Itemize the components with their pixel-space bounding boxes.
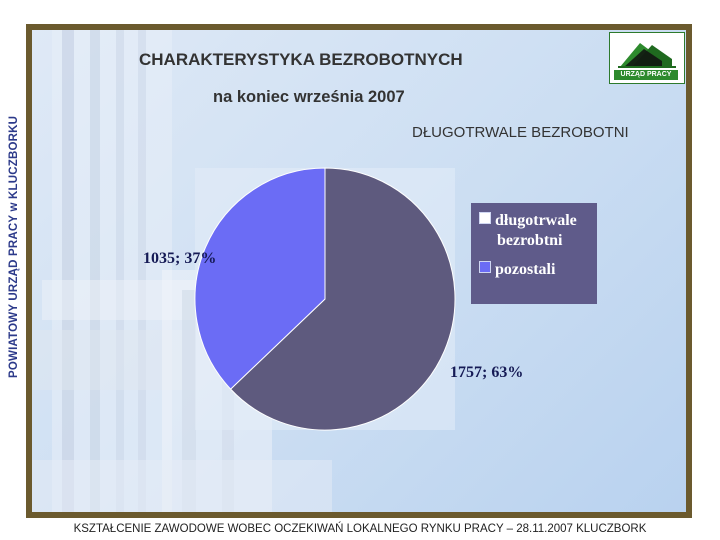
footer-text: KSZTAŁCENIE ZAWODOWE WOBEC OCZEKIWAŃ LOK… [73,523,647,535]
legend-item-dlugotrwale: długotrwale bezrobtni [479,211,577,251]
chart-legend: długotrwale bezrobtni pozostali [471,203,597,304]
legend-label-dlugotrwale-line1: długotrwale [495,212,577,229]
legend-swatch-pozostali [479,261,491,273]
data-label-dlugotrwale: 1757; 63% [450,364,524,381]
logo-text: URZĄD PRACY [614,70,678,80]
chart-title: CHARAKTERYSTYKA BEZROBOTNYCH [139,50,463,69]
pie-slice-pozostali [194,167,326,390]
chart-subtitle: na koniec września 2007 [213,88,405,106]
data-label-pozostali: 1035; 37% [143,250,217,267]
pie-slice-dlugotrwale [229,167,456,431]
legend-label-pozostali: pozostali [495,261,556,278]
urzad-pracy-logo: URZĄD PRACY [609,32,685,84]
legend-label-dlugotrwale-line2: bezrobtni [497,232,563,249]
legend-item-pozostali: pozostali [479,260,555,280]
legend-swatch-dlugotrwale [479,212,491,224]
pie-chart-title: DŁUGOTRWALE BEZROBOTNI [412,124,629,141]
logo-house-icon [618,43,676,68]
